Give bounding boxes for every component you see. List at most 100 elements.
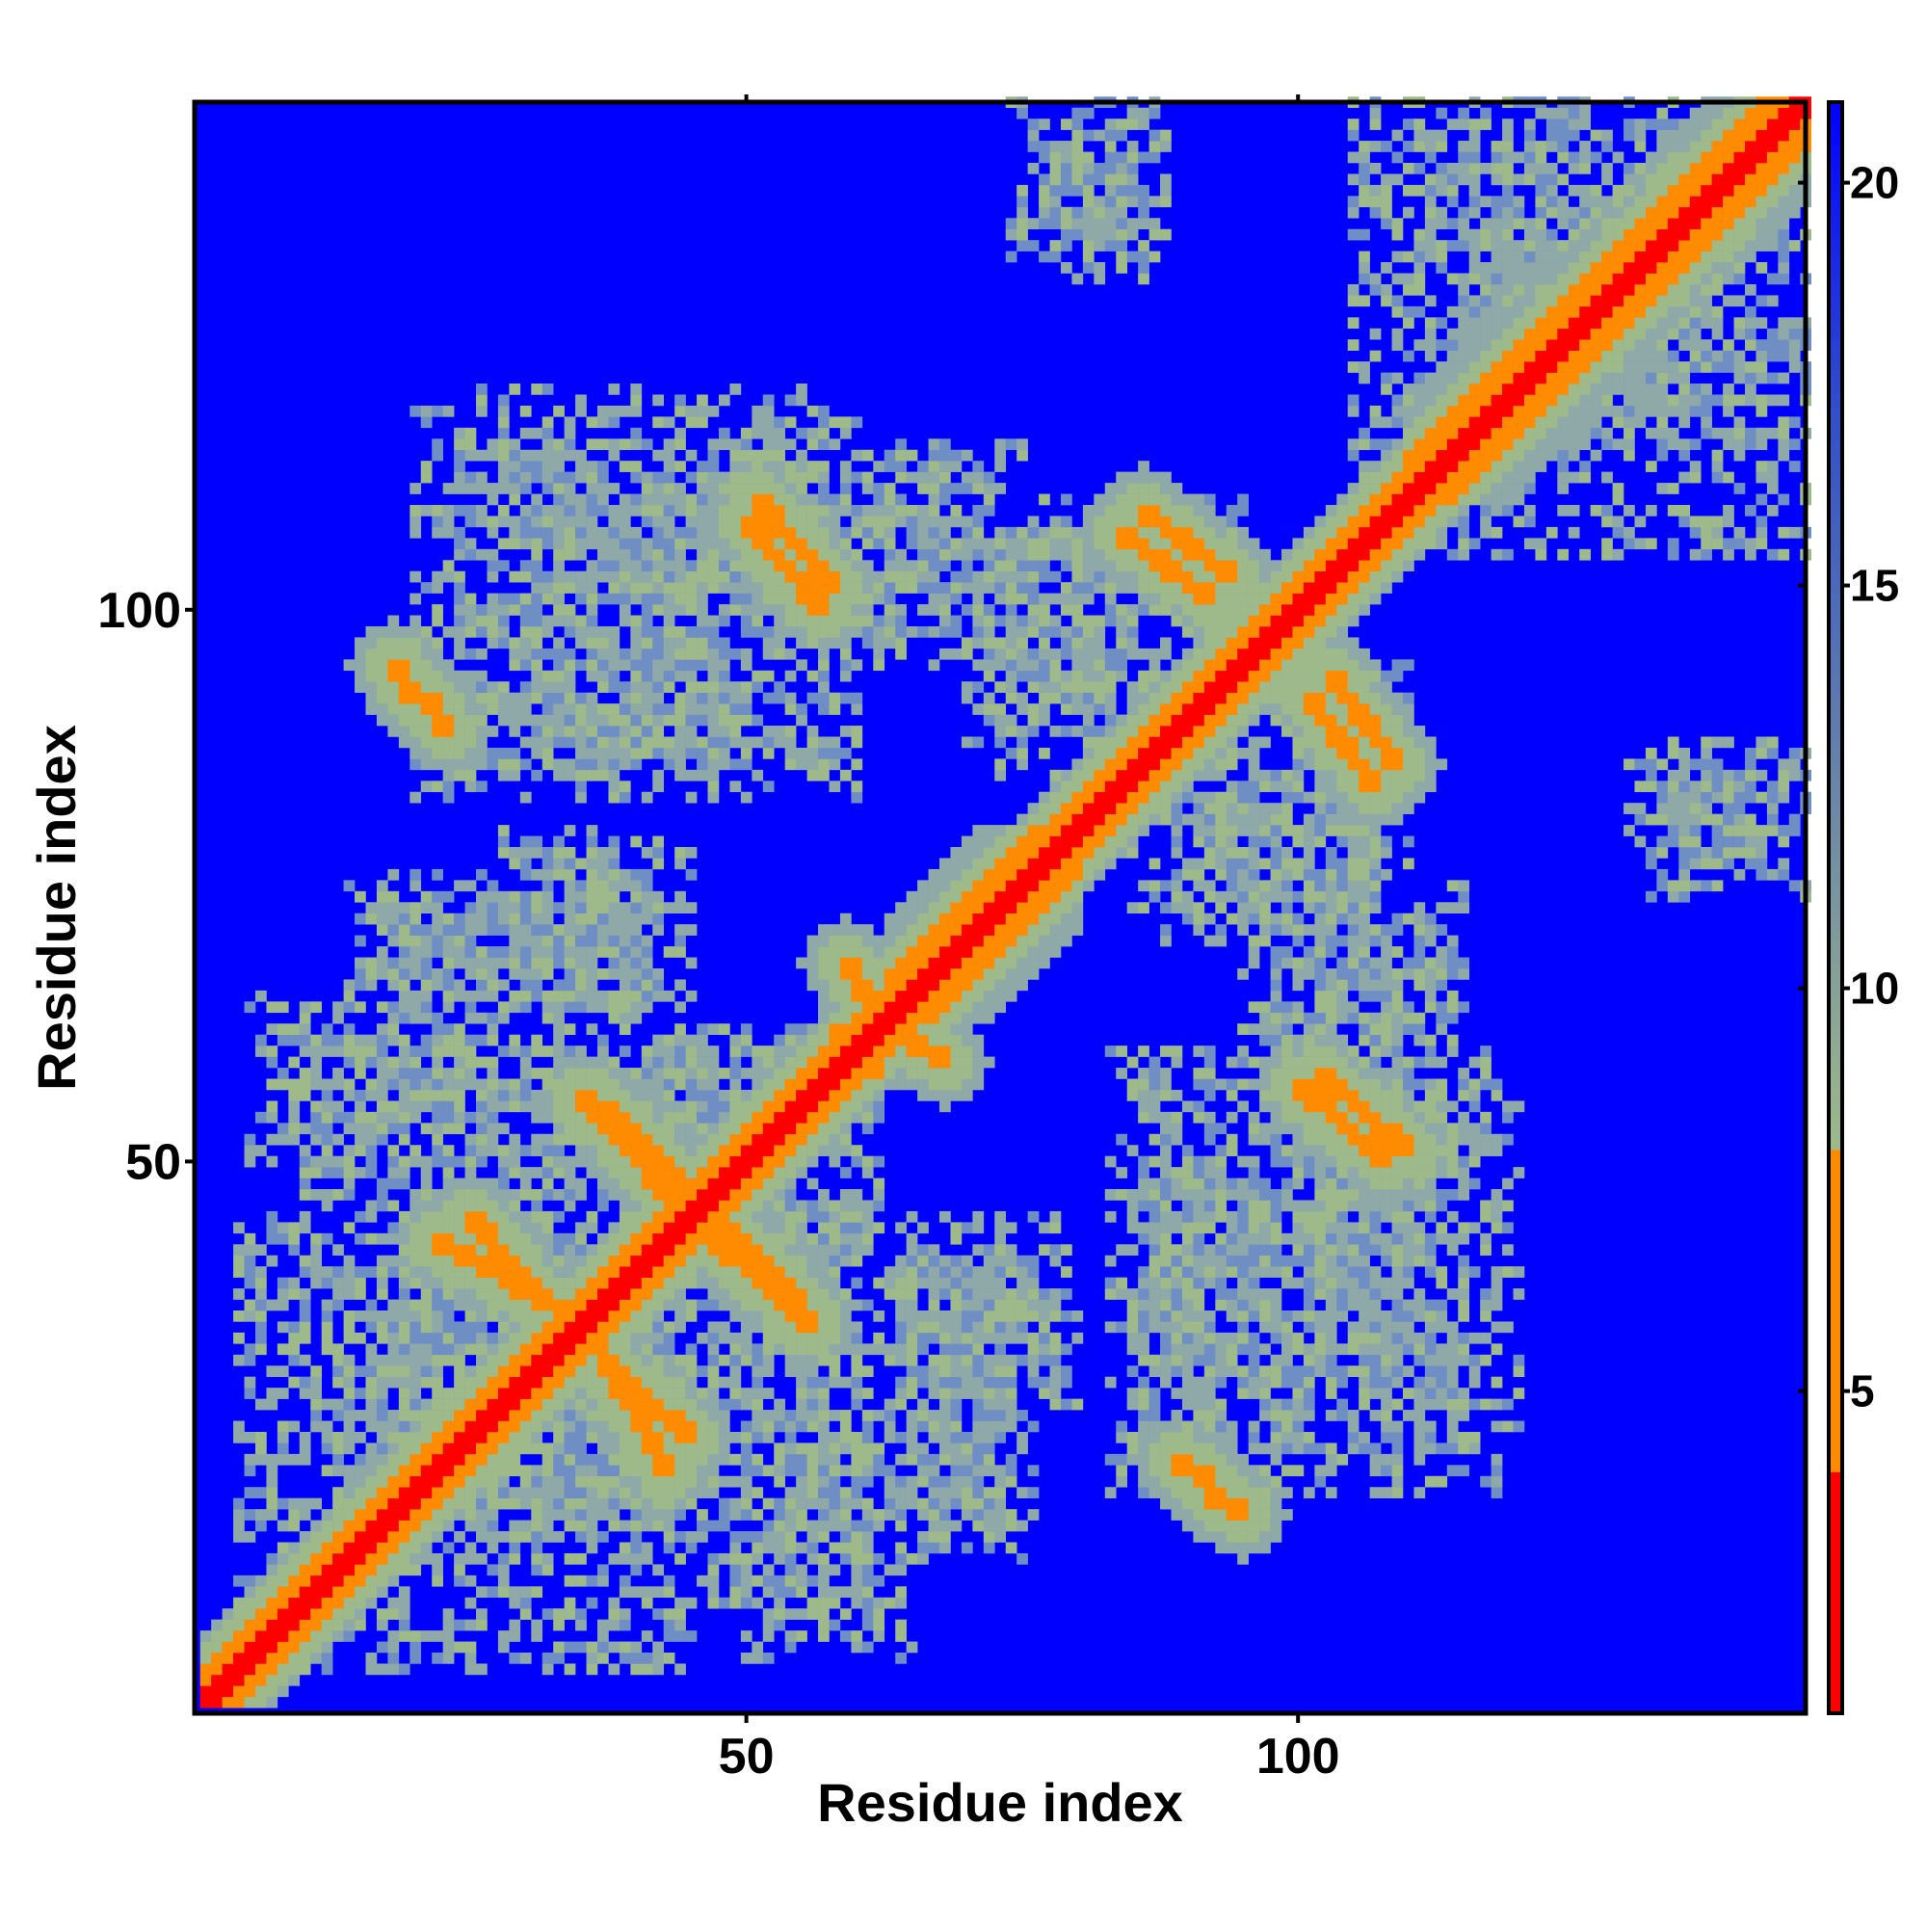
heatmap-cell xyxy=(310,1266,322,1278)
heatmap-cell xyxy=(839,726,852,737)
heatmap-cell xyxy=(806,505,819,516)
heatmap-cell xyxy=(553,1321,565,1334)
heatmap-cell xyxy=(774,1475,785,1488)
heatmap-cell xyxy=(487,1222,499,1234)
heatmap-cell xyxy=(597,1078,609,1091)
heatmap-cell xyxy=(641,1089,653,1101)
heatmap-cell xyxy=(950,1343,963,1356)
heatmap-cell xyxy=(531,935,543,947)
heatmap-cell xyxy=(398,1630,410,1642)
heatmap-cell xyxy=(575,714,587,727)
heatmap-cell xyxy=(674,1244,686,1257)
heatmap-cell xyxy=(519,847,532,859)
heatmap-cell xyxy=(630,1376,643,1389)
heatmap-cell xyxy=(432,924,443,936)
heatmap-cell xyxy=(420,1210,433,1223)
heatmap-cell xyxy=(487,1420,499,1433)
heatmap-cell xyxy=(1005,1388,1017,1399)
heatmap-cell xyxy=(906,957,918,969)
heatmap-cell xyxy=(432,913,443,925)
heatmap-cell xyxy=(575,946,587,958)
heatmap-cell xyxy=(752,714,764,727)
heatmap-cell xyxy=(409,1277,422,1289)
heatmap-cell xyxy=(487,625,499,638)
heatmap-cell xyxy=(619,1442,631,1455)
heatmap-cell xyxy=(917,1310,929,1322)
heatmap-cell xyxy=(917,505,929,516)
heatmap-cell xyxy=(619,1078,631,1091)
heatmap-cell xyxy=(564,924,576,936)
heatmap-cell xyxy=(553,493,565,506)
heatmap-cell xyxy=(575,593,587,605)
heatmap-cell xyxy=(586,1410,598,1421)
heatmap-cell xyxy=(928,1089,940,1101)
heatmap-cell xyxy=(806,1089,819,1101)
heatmap-cell xyxy=(420,1277,433,1289)
heatmap-cell xyxy=(939,1321,951,1334)
heatmap-cell xyxy=(729,516,742,528)
heatmap-cell xyxy=(796,1575,807,1587)
heatmap-cell xyxy=(211,1641,223,1654)
heatmap-cell xyxy=(663,593,675,605)
heatmap-cell xyxy=(476,1465,488,1477)
heatmap-cell xyxy=(597,1497,609,1510)
heatmap-cell xyxy=(884,625,896,638)
heatmap-cell xyxy=(299,1564,311,1576)
heatmap-cell xyxy=(432,1509,443,1521)
heatmap-cell xyxy=(497,1365,510,1378)
heatmap-cell xyxy=(442,1321,455,1334)
heatmap-cell xyxy=(685,582,698,594)
heatmap-cell xyxy=(277,1123,289,1135)
heatmap-cell xyxy=(928,505,940,516)
heatmap-cell xyxy=(355,1167,366,1178)
heatmap-cell xyxy=(454,1200,465,1212)
heatmap-cell xyxy=(442,1078,455,1091)
heatmap-cell xyxy=(818,1200,830,1212)
heatmap-cell xyxy=(663,1376,675,1389)
heatmap-cell xyxy=(752,560,764,572)
heatmap-cell xyxy=(873,516,885,528)
heatmap-cell xyxy=(707,1100,720,1113)
heatmap-cell xyxy=(697,1167,708,1178)
heatmap-cell xyxy=(861,1453,874,1466)
heatmap-cell xyxy=(697,1045,708,1057)
heatmap-cell xyxy=(928,1288,940,1300)
heatmap-cell xyxy=(729,1155,742,1168)
heatmap-cell xyxy=(939,493,951,506)
heatmap-cell xyxy=(332,1575,344,1587)
heatmap-cell xyxy=(630,913,643,925)
heatmap-cell xyxy=(718,1497,730,1510)
heatmap-cell xyxy=(630,692,643,704)
heatmap-cell xyxy=(597,703,609,715)
heatmap-cell xyxy=(873,935,885,947)
heatmap-cell xyxy=(972,1497,985,1510)
heatmap-cell xyxy=(266,1001,278,1014)
heatmap-cell xyxy=(685,526,698,539)
heatmap-cell xyxy=(652,769,665,781)
heatmap-cell xyxy=(697,1388,708,1399)
heatmap-cell xyxy=(685,659,698,672)
heatmap-cell xyxy=(398,946,410,958)
heatmap-cell xyxy=(398,1232,410,1245)
heatmap-cell xyxy=(972,1045,985,1057)
heatmap-cell xyxy=(310,1597,322,1609)
heatmap-cell xyxy=(818,1619,830,1631)
heatmap-cell xyxy=(442,990,455,1002)
heatmap-cell xyxy=(906,1475,918,1488)
heatmap-cell xyxy=(652,681,665,693)
heatmap-cell xyxy=(851,1552,863,1565)
heatmap-cell xyxy=(873,582,885,594)
heatmap-cell xyxy=(630,1487,643,1498)
heatmap-cell xyxy=(707,1068,720,1079)
heatmap-cell xyxy=(1016,957,1028,969)
heatmap-cell xyxy=(961,1453,973,1466)
heatmap-cell xyxy=(829,967,841,980)
heatmap-cell xyxy=(454,880,465,892)
heatmap-cell xyxy=(332,1155,344,1168)
heatmap-cell xyxy=(685,1630,698,1642)
heatmap-cell xyxy=(784,1497,797,1510)
heatmap-cell xyxy=(972,924,985,936)
heatmap-cell xyxy=(818,1564,830,1576)
heatmap-cell xyxy=(718,1189,730,1201)
heatmap-cell xyxy=(906,1453,918,1466)
